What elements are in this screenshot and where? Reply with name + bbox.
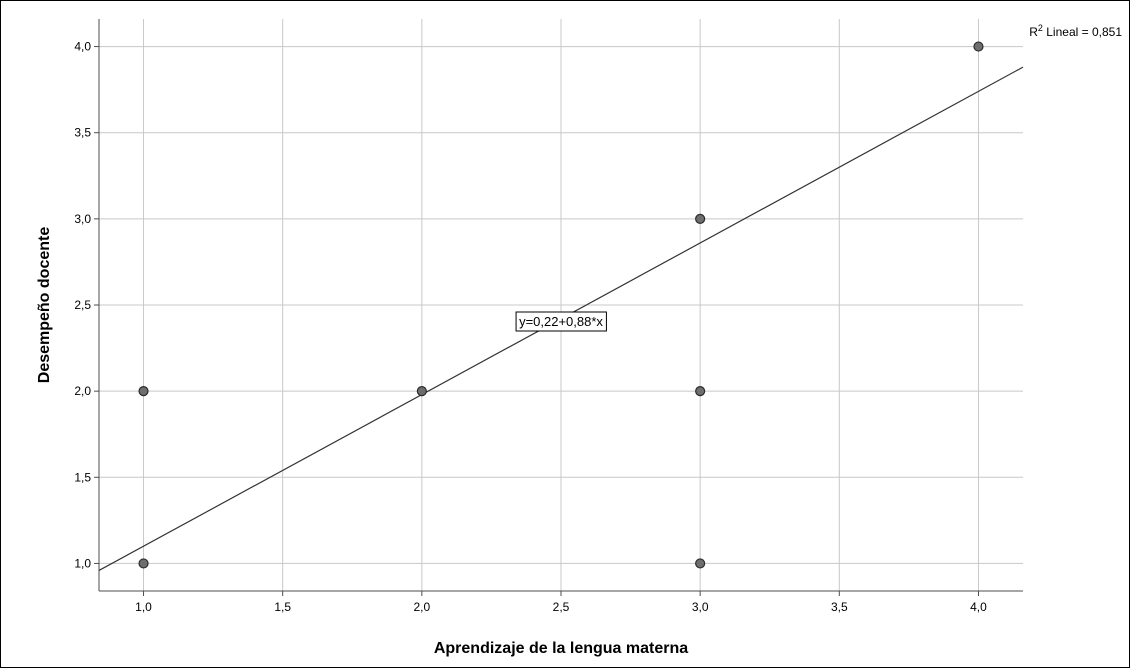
- y-tick-label: 1,5: [74, 470, 91, 484]
- axes-layer: 1,0 1,5 2,0 2,5 3,0 3,5 4,0 1,0 1,5 2,0 2,5 3,0 3,5 4…: [36, 19, 1023, 657]
- y-tick-label: 3,5: [74, 126, 91, 140]
- equation-label: y=0,22+0,88*x: [519, 314, 603, 329]
- x-tick-label: 1,0: [135, 600, 152, 614]
- y-tick-label: 4,0: [74, 40, 91, 54]
- y-tick-label: 1,0: [74, 556, 91, 570]
- data-point: [695, 558, 706, 569]
- y-tick-label: 2,5: [74, 298, 91, 312]
- x-tick-label: 1,5: [274, 600, 291, 614]
- data-point: [138, 386, 149, 397]
- data-point: [138, 558, 149, 569]
- y-tick-label: 3,0: [74, 212, 91, 226]
- data-point: [695, 386, 706, 397]
- grid-layer: [99, 19, 1023, 591]
- x-tick-label: 2,0: [413, 600, 430, 614]
- data-point: [973, 41, 984, 52]
- data-point: [695, 213, 706, 224]
- x-tick-label: 3,5: [831, 600, 848, 614]
- x-tick-label: 4,0: [970, 600, 987, 614]
- x-tick-label: 2,5: [553, 600, 570, 614]
- x-tick-label: 3,0: [692, 600, 709, 614]
- label-layer: y=0,22+0,88*x R2 Lineal = 0,851: [515, 23, 1122, 332]
- points-layer: [138, 41, 984, 569]
- y-tick-label: 2,0: [74, 384, 91, 398]
- x-axis-title: Aprendizaje de la lengua materna: [434, 640, 688, 657]
- y-axis-title: Desempeño docente: [36, 227, 53, 384]
- r-squared-label: R2 Lineal = 0,851: [1029, 23, 1122, 39]
- data-point: [416, 386, 427, 397]
- equation-box: [515, 311, 607, 332]
